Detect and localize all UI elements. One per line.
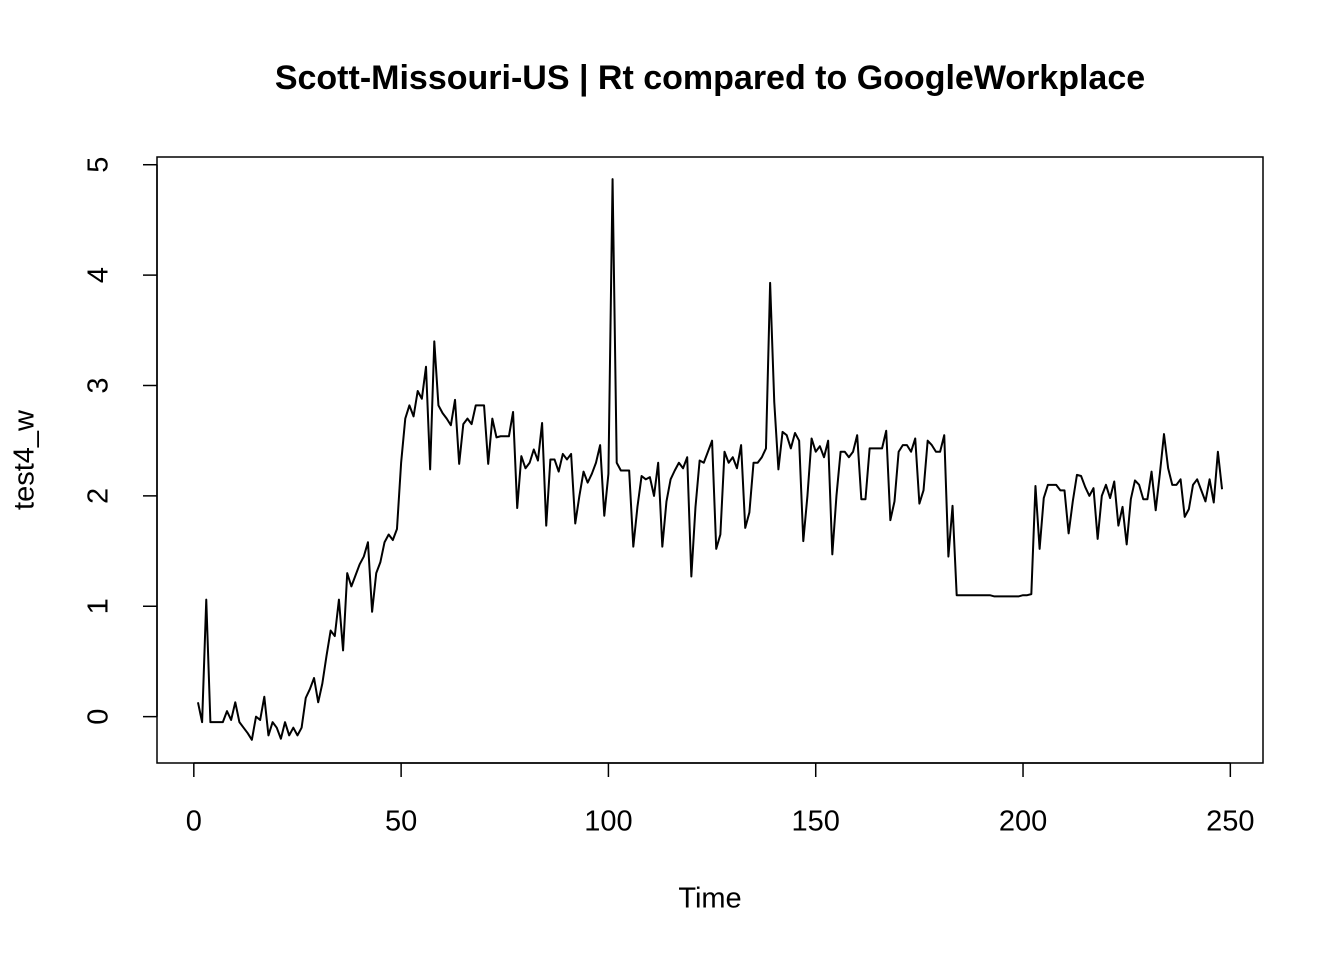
x-axis-label: Time [678, 883, 741, 915]
y-tick-label: 4 [83, 267, 115, 283]
x-tick-label: 0 [186, 806, 202, 838]
y-tick-label: 2 [83, 488, 115, 504]
y-tick-label: 5 [83, 157, 115, 173]
x-tick-label: 100 [584, 806, 632, 838]
x-tick-label: 150 [792, 806, 840, 838]
y-tick-label: 0 [83, 709, 115, 725]
x-tick-label: 250 [1206, 806, 1254, 838]
x-tick-label: 200 [999, 806, 1047, 838]
chart-title: Scott-Missouri-US | Rt compared to Googl… [275, 59, 1145, 97]
x-tick-label: 50 [385, 806, 417, 838]
data-line [196, 178, 1224, 741]
y-axis-label: test4_w [9, 409, 41, 510]
y-tick-label: 3 [83, 377, 115, 393]
plot-box [156, 156, 1264, 764]
y-tick-label: 1 [83, 598, 115, 614]
